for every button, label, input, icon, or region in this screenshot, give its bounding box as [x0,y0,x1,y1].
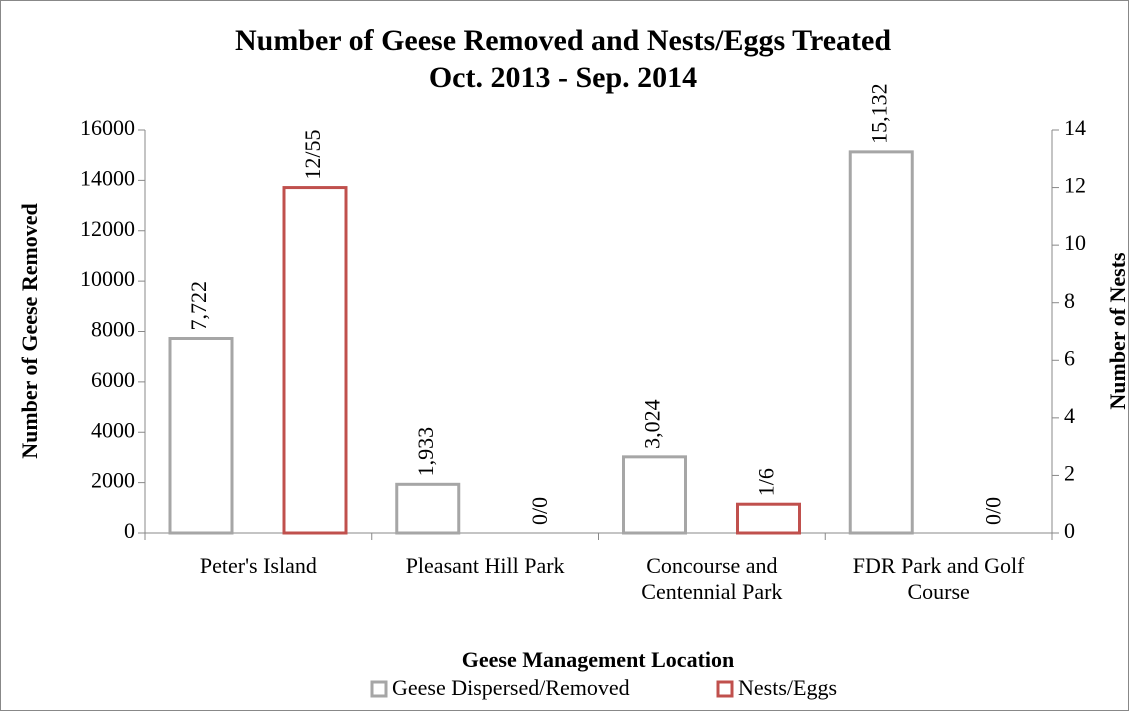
y-tick-label: 14000 [80,165,135,190]
bar [738,504,800,533]
y-tick-label: 8000 [91,317,135,342]
x-axis-title: Geese Management Location [462,647,735,672]
x-tick-label: FDR Park and Golf Course [834,553,1044,605]
x-tick-label: Peter's Island [153,553,363,579]
x-tick-label: Concourse and Centennial Park [607,553,817,605]
bar [170,339,232,533]
data-label: 7,722 [186,281,211,331]
bar [397,484,459,533]
y2-tick-label: 4 [1064,403,1075,428]
y2-tick-label: 0 [1064,518,1075,543]
y2-tick-label: 6 [1064,345,1075,370]
y-tick-label: 12000 [80,216,135,241]
y-tick-label: 0 [124,518,135,543]
bar [850,152,912,533]
bar [624,457,686,533]
y2-tick-label: 12 [1064,173,1086,198]
legend-swatch [718,682,732,696]
data-label: 0/0 [527,497,552,525]
y-tick-label: 2000 [91,468,135,493]
chart-title: Number of Geese Removed and Nests/Eggs T… [235,24,891,57]
data-label: 12/55 [300,129,325,179]
data-label: 0/0 [980,497,1005,525]
legend-swatch [372,682,386,696]
y-tick-label: 10000 [80,266,135,291]
y-tick-label: 16000 [80,115,135,140]
y2-axis-title: Number of Nests [1105,252,1129,410]
data-label: 3,024 [640,399,665,449]
legend-label: Geese Dispersed/Removed [392,675,630,700]
y-tick-label: 6000 [91,367,135,392]
y2-tick-label: 8 [1064,288,1075,313]
x-tick-label: Pleasant Hill Park [380,553,590,579]
legend-label: Nests/Eggs [738,675,837,700]
y2-tick-label: 10 [1064,230,1086,255]
data-label: 1,933 [413,427,438,477]
y2-tick-label: 14 [1064,115,1086,140]
page: Number of Geese Removed and Nests/Eggs T… [0,0,1129,711]
data-label: 1/6 [754,468,779,496]
y2-tick-label: 2 [1064,460,1075,485]
data-label: 15,132 [866,83,891,144]
bar [284,188,346,533]
y-tick-label: 4000 [91,417,135,442]
chart-subtitle: Oct. 2013 - Sep. 2014 [429,61,697,94]
y-axis-title: Number of Geese Removed [17,203,42,459]
